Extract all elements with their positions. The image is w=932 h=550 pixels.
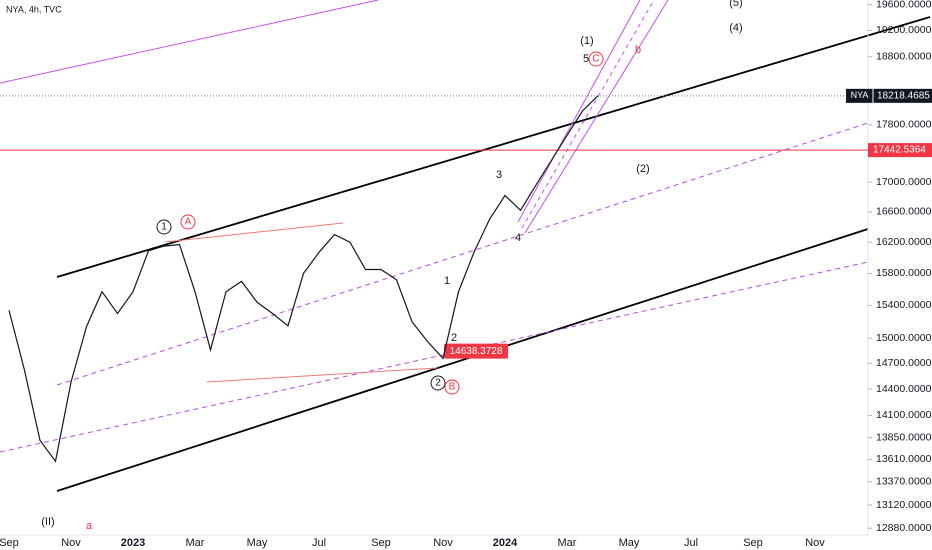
low-label: 14638.3728 bbox=[450, 346, 503, 357]
channel-line bbox=[524, 0, 669, 234]
annotation: (1) bbox=[580, 35, 593, 47]
x-tick-label: Sep bbox=[371, 537, 391, 549]
y-tick-label: 16600.0000 bbox=[876, 206, 932, 218]
annotation: a bbox=[86, 520, 93, 532]
price-callout bbox=[444, 343, 508, 359]
annotation: 2 bbox=[435, 378, 441, 389]
trend-line bbox=[56, 122, 869, 386]
annotation: B bbox=[449, 382, 456, 393]
chart-title: NYA, 4h, TVC bbox=[6, 4, 62, 14]
y-axis: 19600.0000 19200.0000 18800.0000 17800.0000… bbox=[868, 0, 932, 534]
price-tag bbox=[846, 88, 932, 103]
trend-line bbox=[56, 228, 869, 492]
annotation-circle bbox=[430, 375, 446, 391]
y-tick-label: 13850.0000 bbox=[876, 431, 932, 443]
y-tick-label: 15000.0000 bbox=[876, 332, 932, 344]
annotation: 1 bbox=[444, 275, 450, 287]
annotation: (2) bbox=[636, 163, 649, 175]
trend-line bbox=[56, 16, 931, 278]
y-tick-label: 17000.0000 bbox=[876, 176, 932, 188]
annotation: (4) bbox=[729, 22, 742, 34]
x-tick-label: Jul bbox=[312, 537, 326, 549]
y-tick-label: 14100.0000 bbox=[876, 409, 932, 421]
channel-line bbox=[521, 0, 655, 229]
drawings bbox=[0, 0, 931, 536]
y-tick-label: 15800.0000 bbox=[876, 267, 932, 279]
y-tick-label: 15400.0000 bbox=[876, 299, 932, 311]
annotation-circle bbox=[156, 219, 172, 235]
x-tick-label: Nov bbox=[61, 537, 81, 549]
y-tick-label: 18800.0000 bbox=[876, 50, 932, 62]
y-tick-label: 19600.0000 bbox=[876, 0, 932, 10]
x-tick-label: Mar bbox=[558, 537, 577, 549]
price-line bbox=[8, 95, 599, 463]
annotation-circle bbox=[444, 379, 460, 395]
trend-line bbox=[206, 367, 438, 383]
x-tick-label: 2024 bbox=[493, 537, 518, 549]
annotation: 2 bbox=[451, 332, 457, 344]
annotation: 5 bbox=[583, 53, 589, 65]
trend-line bbox=[0, 261, 869, 453]
annotation: b bbox=[635, 44, 641, 56]
level-label: 17442.5364 bbox=[873, 145, 926, 156]
annotation: 4 bbox=[515, 232, 521, 244]
x-tick-label: Mar bbox=[186, 537, 205, 549]
annotation: (II) bbox=[41, 516, 54, 528]
x-tick-label: May bbox=[619, 537, 640, 549]
y-tick-label: 13370.0000 bbox=[876, 475, 932, 487]
x-tick-label: May bbox=[247, 537, 268, 549]
x-tick-label: Nov bbox=[805, 537, 825, 549]
annotation: 3 bbox=[496, 169, 502, 181]
annotation: (5) bbox=[729, 0, 742, 9]
y-tick-label: 14700.0000 bbox=[876, 357, 932, 369]
y-tick-label: 13610.0000 bbox=[876, 453, 932, 465]
x-tick-label: Nov bbox=[433, 537, 453, 549]
x-tick-label: Jul bbox=[684, 537, 698, 549]
trend-line bbox=[0, 0, 379, 84]
x-tick-label: Sep bbox=[743, 537, 763, 549]
y-tick-label: 13120.0000 bbox=[876, 499, 932, 511]
x-tick-label: Sep bbox=[0, 537, 19, 549]
y-tick-label: 12880.0000 bbox=[876, 522, 932, 534]
last-price-label: 18218.4685 bbox=[877, 90, 930, 101]
trend-line bbox=[164, 222, 344, 243]
annotation-circle bbox=[180, 214, 196, 230]
annotation: C bbox=[592, 54, 599, 65]
annotation-circle bbox=[588, 51, 604, 67]
price-tag bbox=[868, 143, 932, 158]
x-tick-label: 2023 bbox=[121, 537, 145, 549]
annotation: 1 bbox=[161, 222, 167, 233]
symbol-label: NYA bbox=[851, 90, 869, 100]
y-tick-label: 19200.0000 bbox=[876, 24, 932, 36]
y-tick-label: 17800.0000 bbox=[876, 119, 932, 131]
y-tick-label: 16200.0000 bbox=[876, 236, 932, 248]
annotation: A bbox=[185, 217, 192, 228]
channel-line bbox=[517, 0, 641, 223]
y-tick-label: 14400.0000 bbox=[876, 383, 932, 395]
